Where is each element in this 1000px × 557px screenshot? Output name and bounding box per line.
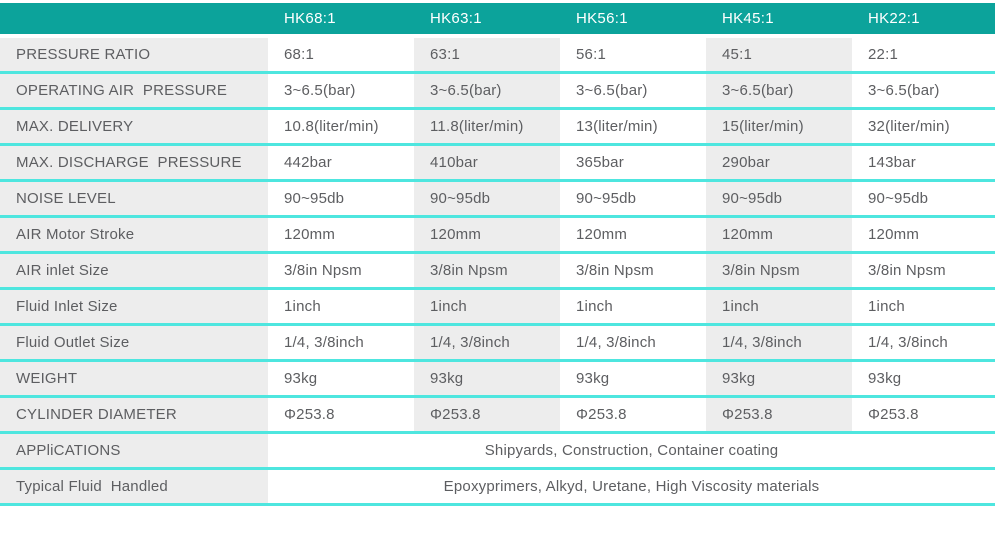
- row-label: OPERATING AIR PRESSURE: [0, 74, 268, 110]
- spec-value: 93kg: [268, 362, 414, 398]
- spec-value: 93kg: [414, 362, 560, 398]
- spec-value: 22:1: [852, 38, 995, 74]
- spec-value: 290bar: [706, 146, 852, 182]
- row-label: Typical Fluid Handled: [0, 470, 268, 506]
- spec-value: 45:1: [706, 38, 852, 74]
- spec-value: 3~6.5(bar): [852, 74, 995, 110]
- spec-row: OPERATING AIR PRESSURE 3~6.5(bar) 3~6.5(ba…: [0, 74, 995, 110]
- spec-value: 1inch: [414, 290, 560, 326]
- spec-value: 1/4, 3/8inch: [560, 326, 706, 362]
- row-label: NOISE LEVEL: [0, 182, 268, 218]
- spec-row: PRESSURE RATIO 68:1 63:1 56:1 45:1 22:1: [0, 38, 995, 74]
- spec-row: AIR Motor Stroke 120mm 120mm 120mm 120mm 120m…: [0, 218, 995, 254]
- row-label: AIR Motor Stroke: [0, 218, 268, 254]
- spec-row: Fluid Inlet Size 1inch 1inch 1inch 1inch 1inc…: [0, 290, 995, 326]
- column-header-hk221: HK22:1: [852, 3, 995, 38]
- spec-value: 3~6.5(bar): [414, 74, 560, 110]
- spec-value: 120mm: [414, 218, 560, 254]
- row-label: MAX. DISCHARGE PRESSURE: [0, 146, 268, 182]
- spec-span-value: Epoxyprimers, Alkyd, Uretane, High Visco…: [268, 470, 995, 506]
- spec-row: Fluid Outlet Size 1/4, 3/8inch 1/4, 3/8inc…: [0, 326, 995, 362]
- row-label: APPliCATIONS: [0, 434, 268, 470]
- row-label: WEIGHT: [0, 362, 268, 398]
- spec-value: 63:1: [414, 38, 560, 74]
- spec-value: 32(liter/min): [852, 110, 995, 146]
- row-label: AIR inlet Size: [0, 254, 268, 290]
- spec-row: Typical Fluid Handled Epoxyprimers, Alkyd…: [0, 470, 995, 506]
- spec-value: 10.8(liter/min): [268, 110, 414, 146]
- spec-value: 56:1: [560, 38, 706, 74]
- spec-value: 3/8in Npsm: [268, 254, 414, 290]
- spec-value: 90~95db: [268, 182, 414, 218]
- spec-value: 1inch: [268, 290, 414, 326]
- spec-row: AIR inlet Size 3/8in Npsm 3/8in Npsm 3/8in …: [0, 254, 995, 290]
- spec-value: 93kg: [560, 362, 706, 398]
- spec-value: Φ253.8: [414, 398, 560, 434]
- column-header-hk561: HK56:1: [560, 3, 706, 38]
- spec-value: 90~95db: [852, 182, 995, 218]
- spec-value: 90~95db: [706, 182, 852, 218]
- spec-row: MAX. DELIVERY 10.8(liter/min) 11.8(liter/m…: [0, 110, 995, 146]
- spec-row: APPliCATIONS Shipyards, Construction, Con…: [0, 434, 995, 470]
- spec-value: 1inch: [706, 290, 852, 326]
- spec-value: 120mm: [560, 218, 706, 254]
- spec-value: 93kg: [706, 362, 852, 398]
- spec-value: 3/8in Npsm: [706, 254, 852, 290]
- spec-value: 68:1: [268, 38, 414, 74]
- spec-value: 3~6.5(bar): [706, 74, 852, 110]
- row-label: PRESSURE RATIO: [0, 38, 268, 74]
- spec-value: 3~6.5(bar): [268, 74, 414, 110]
- spec-span-value: Shipyards, Construction, Container coati…: [268, 434, 995, 470]
- spec-value: 3/8in Npsm: [852, 254, 995, 290]
- column-header-hk681: HK68:1: [268, 3, 414, 38]
- spec-row: NOISE LEVEL 90~95db 90~95db 90~95db 90~95db 9…: [0, 182, 995, 218]
- spec-value: Φ253.8: [268, 398, 414, 434]
- corner-cell: [0, 3, 268, 38]
- spec-value: 1/4, 3/8inch: [414, 326, 560, 362]
- column-header-hk451: HK45:1: [706, 3, 852, 38]
- spec-value: 90~95db: [560, 182, 706, 218]
- table-body: PRESSURE RATIO 68:1 63:1 56:1 45:1 22:1 OPERAT…: [0, 38, 995, 506]
- spec-value: Φ253.8: [852, 398, 995, 434]
- spec-value: 3/8in Npsm: [560, 254, 706, 290]
- row-label: CYLINDER DIAMETER: [0, 398, 268, 434]
- spec-row: WEIGHT 93kg 93kg 93kg 93kg 93kg: [0, 362, 995, 398]
- spec-value: 13(liter/min): [560, 110, 706, 146]
- spec-value: 365bar: [560, 146, 706, 182]
- spec-value: Φ253.8: [560, 398, 706, 434]
- spec-value: 1/4, 3/8inch: [706, 326, 852, 362]
- row-label: MAX. DELIVERY: [0, 110, 268, 146]
- row-label: Fluid Inlet Size: [0, 290, 268, 326]
- spec-value: 15(liter/min): [706, 110, 852, 146]
- spec-value: 1inch: [560, 290, 706, 326]
- header-row: HK68:1 HK63:1 HK56:1 HK45:1 HK22:1: [0, 3, 995, 38]
- spec-table: HK68:1 HK63:1 HK56:1 HK45:1 HK22:1 PRESSURE …: [0, 3, 995, 506]
- spec-value: 120mm: [268, 218, 414, 254]
- spec-value: 3/8in Npsm: [414, 254, 560, 290]
- spec-value: 442bar: [268, 146, 414, 182]
- spec-value: 11.8(liter/min): [414, 110, 560, 146]
- spec-value: 90~95db: [414, 182, 560, 218]
- spec-value: 1/4, 3/8inch: [852, 326, 995, 362]
- spec-row: MAX. DISCHARGE PRESSURE 442bar 410bar 365ba…: [0, 146, 995, 182]
- spec-value: 120mm: [706, 218, 852, 254]
- spec-row: CYLINDER DIAMETER Φ253.8 Φ253.8 Φ253.8 Φ253.…: [0, 398, 995, 434]
- spec-value: 120mm: [852, 218, 995, 254]
- spec-value: 1/4, 3/8inch: [268, 326, 414, 362]
- spec-value: 1inch: [852, 290, 995, 326]
- spec-value: 93kg: [852, 362, 995, 398]
- spec-value: 143bar: [852, 146, 995, 182]
- row-label: Fluid Outlet Size: [0, 326, 268, 362]
- spec-value: 3~6.5(bar): [560, 74, 706, 110]
- spec-value: Φ253.8: [706, 398, 852, 434]
- spec-value: 410bar: [414, 146, 560, 182]
- column-header-hk631: HK63:1: [414, 3, 560, 38]
